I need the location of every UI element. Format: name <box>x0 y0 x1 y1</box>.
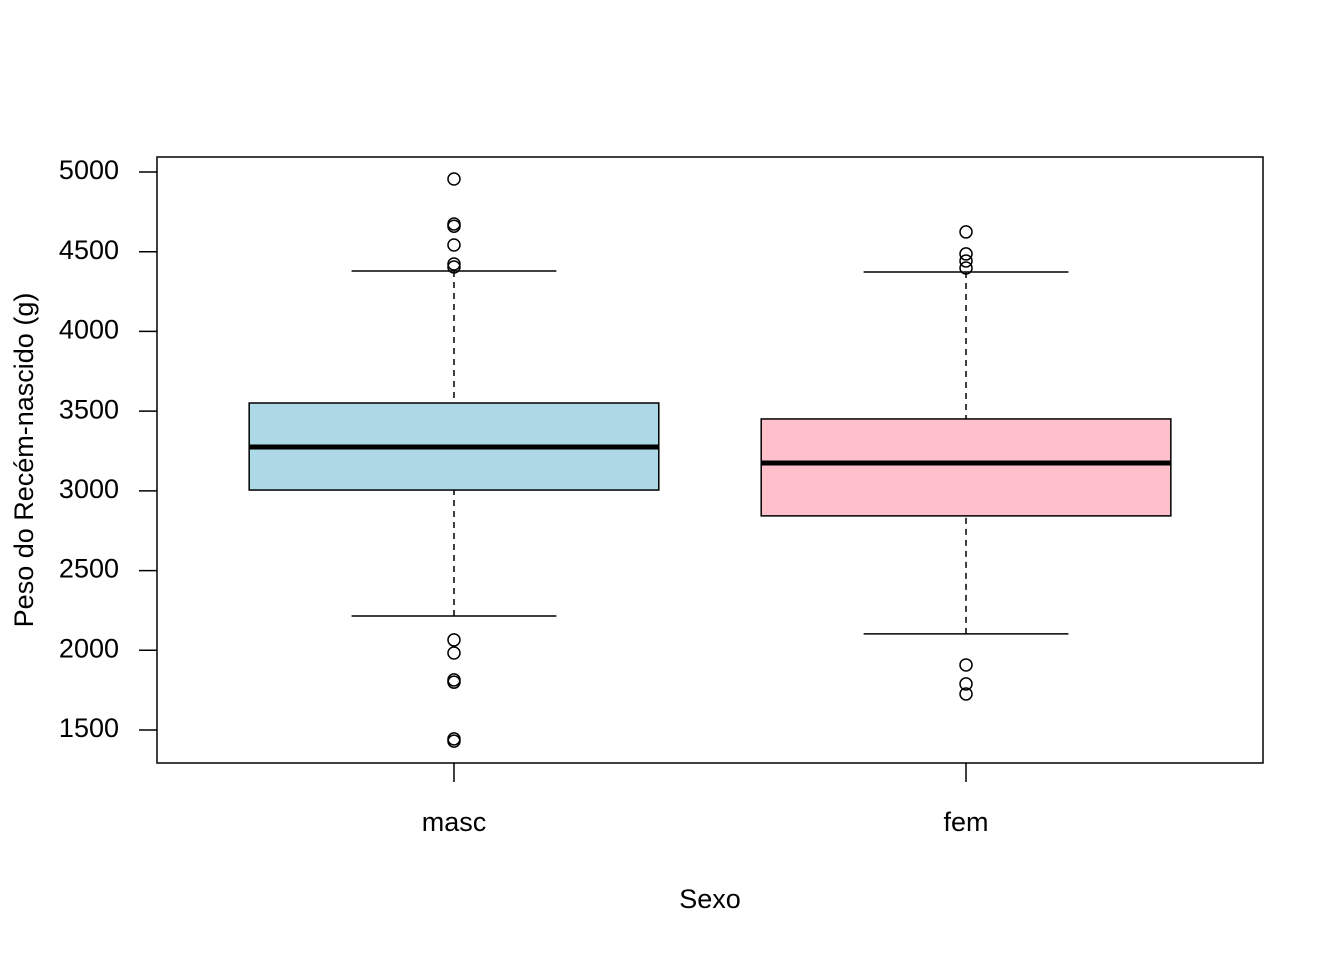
x-tick-label: fem <box>944 807 989 837</box>
y-axis-label: Peso do Recém-nascido (g) <box>9 293 39 628</box>
outlier <box>447 675 461 689</box>
outlier <box>447 238 461 252</box>
outlier <box>959 658 973 672</box>
x-tick-label: masc <box>422 807 487 837</box>
box <box>760 418 1172 517</box>
y-tick-label: 3000 <box>59 474 119 504</box>
outlier <box>959 225 973 239</box>
y-tick-label: 1500 <box>59 713 119 743</box>
y-tick-label: 2000 <box>59 633 119 663</box>
y-tick-label: 2500 <box>59 554 119 584</box>
x-axis-label: Sexo <box>679 884 741 914</box>
outlier <box>447 172 461 186</box>
outlier <box>959 254 973 268</box>
outlier <box>447 734 461 748</box>
outlier <box>959 687 973 701</box>
outlier <box>447 260 461 274</box>
outlier <box>447 646 461 660</box>
y-tick-label: 4500 <box>59 235 119 265</box>
outlier <box>447 257 461 271</box>
outlier <box>447 219 461 233</box>
outlier <box>959 247 973 261</box>
plot-frame <box>156 156 1264 764</box>
y-tick-label: 3500 <box>59 394 119 424</box>
outlier <box>447 633 461 647</box>
outlier <box>959 261 973 275</box>
outlier <box>959 677 973 691</box>
y-tick-label: 4000 <box>59 315 119 345</box>
y-tick-label: 5000 <box>59 155 119 185</box>
